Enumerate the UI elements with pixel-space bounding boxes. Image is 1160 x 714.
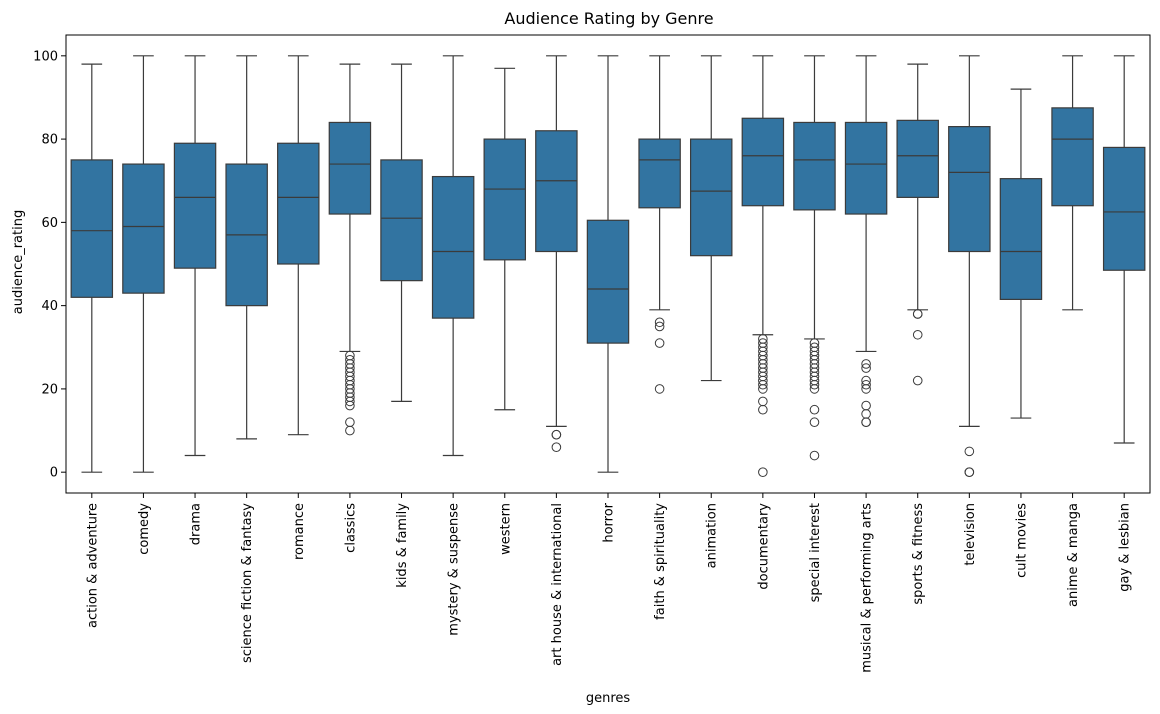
box [173,142,217,269]
x-tick-label: classics [343,503,358,553]
box [741,117,785,207]
outlier-point [861,384,871,394]
outlier-point [912,309,923,319]
outlier-point [345,417,355,428]
x-tick-label: special interest [808,503,823,602]
y-tick-label: 20 [41,382,58,397]
outlier-point [654,317,665,328]
outlier-point [861,359,871,369]
outlier-point [654,338,665,348]
box [1051,107,1094,207]
outlier-point [345,396,355,407]
outlier-point [809,417,820,428]
x-tick-label: anime & manga [1066,503,1081,607]
x-tick-label: cult movies [1014,503,1029,578]
y-tick-label: 80 [41,133,58,148]
x-tick-label: drama [189,503,204,545]
outlier-point [912,375,923,386]
box [380,159,423,282]
x-tick-label: action & adventure [85,503,100,628]
box [122,163,165,294]
outlier-point [861,363,871,373]
outlier-point [861,400,871,411]
y-tick-label: 60 [41,216,58,231]
x-tick-label: documentary [756,503,771,590]
x-tick-label: mystery & suspense [447,503,462,636]
y-tick-label: 40 [41,299,58,314]
outlier-point [809,404,820,415]
outlier-point [758,467,768,477]
x-tick-label: comedy [137,503,152,555]
box [689,138,733,257]
box [896,119,939,198]
outlier-point [654,321,665,332]
outlier-point [345,400,355,411]
outlier-point [758,384,768,394]
box [431,175,475,319]
outlier-point [758,396,768,407]
x-tick-label: romance [292,503,307,560]
box [999,178,1043,300]
x-tick-label: animation [705,503,720,568]
x-axis-label: genres [586,691,631,706]
box [844,121,888,215]
box [638,138,681,209]
outlier-point [861,379,871,390]
outlier-point [551,442,562,453]
box [70,159,114,298]
outlier-point [861,409,871,419]
outlier-point [551,429,562,440]
box [793,121,836,211]
x-tick-label: television [963,503,978,566]
plot-area: 0 20 40 60 80 100 action & adventure comedy dram… [33,34,1151,673]
outlier-point [912,329,923,340]
y-tick-label: 0 [50,466,58,481]
chart-title: Audience Rating by Genre [504,9,713,28]
outlier-point [345,425,355,436]
outlier-point [809,384,820,394]
x-tick-label: kids & family [395,503,410,588]
box [328,121,372,215]
outlier-point [809,450,820,461]
x-tick-label: musical & performing arts [860,503,875,673]
box [483,138,527,261]
x-tick-label: science fiction & fantasy [240,503,255,663]
outlier-point [861,417,871,428]
x-tick-label: western [498,503,513,555]
x-tick-label: horror [602,502,617,542]
y-axis-label: audience_rating [11,210,26,314]
box [1102,146,1146,271]
x-tick-label: gay & lesbian [1118,503,1133,592]
outlier-point [758,404,768,415]
x-tick-label: art house & international [550,503,565,666]
x-tick-label: sports & fitness [911,503,926,605]
y-tick-label: 100 [33,49,58,64]
outlier-point [654,384,665,394]
outlier-point [964,467,975,477]
outlier-point [758,379,768,390]
box [586,219,630,344]
x-tick-label: faith & spirituality [653,503,668,620]
outlier-point [809,379,820,390]
outlier-point [964,446,975,457]
box [948,125,991,253]
box [277,142,320,265]
box [535,130,578,253]
